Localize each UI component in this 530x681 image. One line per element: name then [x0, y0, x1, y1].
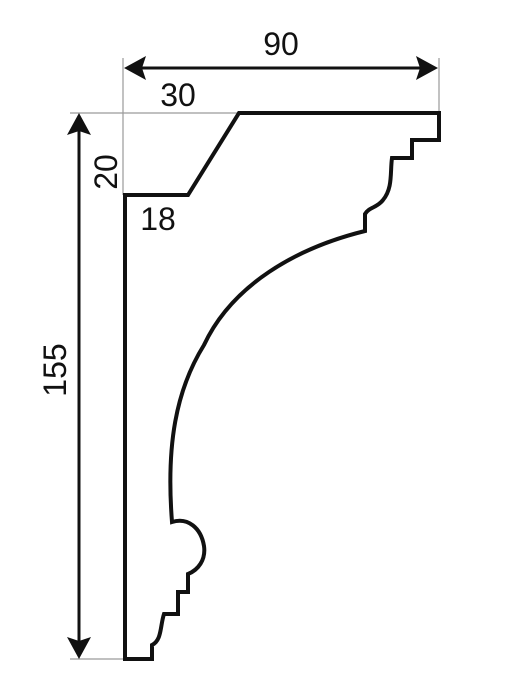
- height-arrow-top: [67, 113, 91, 135]
- height-arrow-bottom: [67, 637, 91, 659]
- total-width-label: 90: [263, 26, 299, 62]
- top-height-label: 20: [88, 154, 124, 190]
- wall-depth-label: 18: [140, 201, 176, 237]
- height-dimension: 155: [37, 113, 91, 659]
- top-offset-label: 30: [160, 77, 196, 113]
- width-dimension: 90: [124, 26, 438, 80]
- cornice-profile-outline: [123, 111, 441, 661]
- width-arrow-left: [124, 56, 146, 80]
- width-arrow-right: [416, 56, 438, 80]
- extension-lines: [70, 58, 440, 660]
- total-height-label: 155: [37, 343, 73, 396]
